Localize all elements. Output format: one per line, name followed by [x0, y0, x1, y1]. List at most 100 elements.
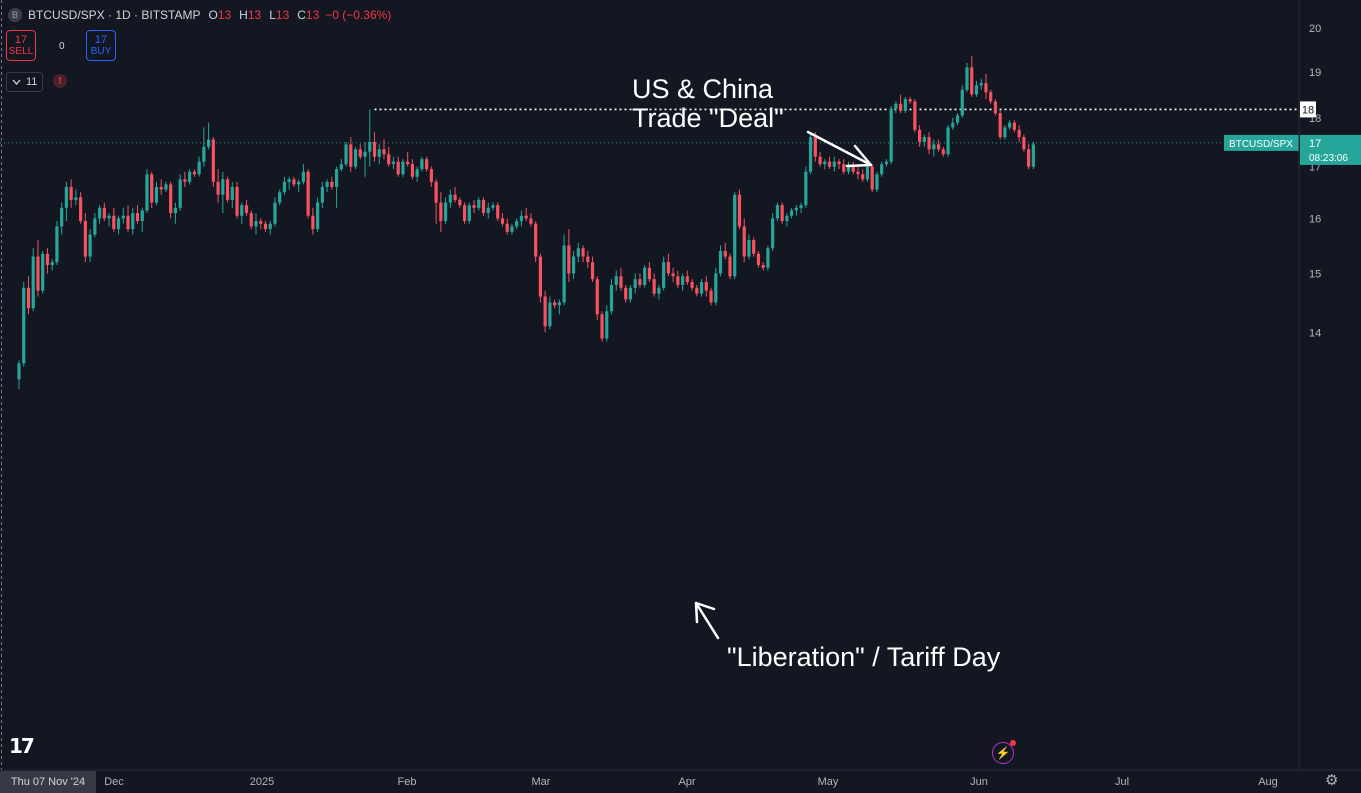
candle-body	[922, 137, 926, 142]
candle-body	[93, 218, 97, 235]
candle	[894, 101, 898, 114]
candle-body	[761, 264, 765, 268]
y-tick-label: 20	[1309, 23, 1321, 35]
sell-button[interactable]: 17 SELL	[6, 30, 36, 61]
hline-price-label-bg	[1300, 101, 1316, 118]
candle	[941, 146, 945, 157]
candle-body	[444, 202, 448, 222]
candle	[169, 181, 173, 219]
candle-body	[865, 166, 870, 180]
gear-icon[interactable]: ⚙	[1325, 772, 1339, 789]
notification-dot	[1010, 740, 1016, 746]
candle-body	[548, 302, 552, 327]
symbol-title[interactable]: BTCUSD/SPX · 1D · BITSTAMP	[28, 8, 201, 22]
candle	[363, 141, 367, 177]
candle-body	[590, 262, 595, 280]
candle-body	[235, 186, 239, 216]
candle-body	[330, 181, 334, 187]
candle-body	[17, 363, 21, 380]
candle	[372, 132, 377, 162]
candle-body	[472, 205, 476, 208]
candle-body	[425, 159, 429, 170]
candle	[965, 62, 969, 93]
candle	[278, 189, 282, 206]
candle	[643, 264, 647, 288]
candle-body	[377, 149, 381, 157]
candle	[254, 213, 258, 235]
candle	[1017, 125, 1021, 142]
tradingview-logo[interactable]: 17	[9, 734, 35, 758]
candle	[17, 360, 21, 390]
candle-body	[690, 282, 694, 288]
candle-body	[278, 192, 282, 203]
candle	[771, 213, 775, 252]
candle	[259, 218, 263, 230]
lightning-icon[interactable]: ⚡	[992, 740, 1016, 764]
candle-body	[974, 85, 979, 95]
candle-body	[723, 251, 727, 257]
candle	[671, 267, 675, 283]
candle	[875, 171, 879, 193]
candle-body	[406, 161, 410, 165]
candle-body	[131, 213, 135, 230]
candle-body	[453, 194, 457, 200]
candle-body	[695, 287, 699, 294]
candle	[790, 207, 794, 219]
candle	[880, 161, 884, 177]
candle	[737, 189, 742, 230]
candle	[586, 251, 590, 268]
candle-body	[164, 184, 168, 190]
candle-body	[22, 287, 26, 364]
candle	[927, 132, 931, 155]
candle	[211, 137, 215, 187]
warning-icon[interactable]: !	[53, 74, 67, 88]
deal-annotation: US & China Trade "Deal"	[632, 75, 784, 133]
candle-body	[846, 166, 851, 172]
candle-body	[50, 262, 54, 265]
candle	[562, 234, 566, 306]
candle	[922, 134, 926, 147]
candle-body	[496, 205, 500, 219]
candle-body	[188, 171, 192, 182]
candle-body	[183, 179, 187, 182]
candle-body	[207, 139, 211, 147]
candle	[794, 205, 798, 216]
buy-button[interactable]: 17 BUY	[86, 30, 116, 61]
candle-body	[140, 210, 144, 222]
candle	[74, 189, 78, 206]
candle-body	[685, 276, 689, 283]
candle	[775, 202, 779, 222]
candle	[358, 144, 362, 160]
open-key: O	[208, 8, 218, 22]
indicators-toggle[interactable]: 11	[6, 72, 44, 92]
candle-body	[510, 226, 514, 232]
candle	[55, 221, 59, 265]
candle-body	[26, 287, 31, 309]
candle-body	[609, 284, 614, 312]
candle	[107, 213, 111, 227]
buy-label: BUY	[90, 45, 112, 57]
candle	[884, 159, 889, 167]
candle	[353, 146, 358, 170]
candle-body	[372, 141, 377, 157]
sell-price: 17	[14, 33, 28, 46]
candle-body	[320, 186, 324, 203]
candle-body	[752, 239, 756, 254]
candle	[60, 202, 64, 235]
candle-body	[363, 151, 367, 157]
candle	[899, 94, 903, 114]
bitcoin-icon: B	[8, 8, 22, 22]
candle-body	[477, 199, 481, 208]
candle	[936, 139, 941, 152]
candle-body	[666, 262, 670, 274]
candle-body	[628, 287, 633, 300]
candle	[846, 161, 851, 175]
candle-body	[368, 141, 372, 152]
candle-body	[415, 169, 419, 177]
candle	[998, 110, 1002, 140]
candle	[382, 139, 386, 160]
x-tick-label: Dec	[104, 776, 124, 788]
candle-body	[268, 223, 272, 230]
candle	[747, 234, 751, 260]
